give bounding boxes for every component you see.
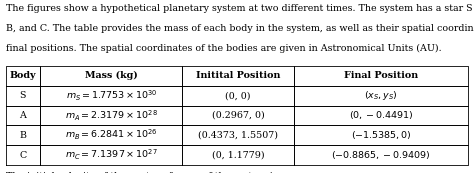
Text: $(0, -0.4491)$: $(0, -0.4491)$ <box>349 110 413 121</box>
Text: $(x_S, y_S)$: $(x_S, y_S)$ <box>364 89 398 102</box>
Text: B, and C. The table provides the mass of each body in the system, as well as the: B, and C. The table provides the mass of… <box>6 24 474 33</box>
Text: (0.2967, 0): (0.2967, 0) <box>212 111 264 120</box>
Text: $(-0.8865, -0.9409)$: $(-0.8865, -0.9409)$ <box>331 149 431 161</box>
Text: The figures show a hypothetical planetary system at two different times. The sys: The figures show a hypothetical planetar… <box>6 4 474 13</box>
Text: $(-1.5385, 0)$: $(-1.5385, 0)$ <box>351 129 411 141</box>
Text: final positions. The spatial coordinates of the bodies are given in Astronomical: final positions. The spatial coordinates… <box>6 44 441 53</box>
Text: (0, 0): (0, 0) <box>226 91 251 100</box>
Text: (0.4373, 1.5507): (0.4373, 1.5507) <box>198 131 278 140</box>
Text: Body: Body <box>10 71 36 80</box>
Text: Initital Position: Initital Position <box>196 71 281 80</box>
Text: Final Position: Final Position <box>344 71 418 80</box>
Text: Mass (kg): Mass (kg) <box>85 71 138 80</box>
Text: $m_C = 7.1397 \times 10^{27}$: $m_C = 7.1397 \times 10^{27}$ <box>65 148 158 162</box>
Text: (0, 1.1779): (0, 1.1779) <box>212 151 264 160</box>
Text: $m_B = 6.2841 \times 10^{26}$: $m_B = 6.2841 \times 10^{26}$ <box>65 128 157 142</box>
Text: $m_A = 2.3179 \times 10^{28}$: $m_A = 2.3179 \times 10^{28}$ <box>65 108 158 122</box>
Text: B: B <box>19 131 27 140</box>
Text: $m_S = 1.7753 \times 10^{30}$: $m_S = 1.7753 \times 10^{30}$ <box>65 89 157 103</box>
Text: C: C <box>19 151 27 160</box>
Text: The initial velocity of the center of mass of the system is zero.: The initial velocity of the center of ma… <box>6 172 304 173</box>
Text: S: S <box>20 91 26 100</box>
Text: A: A <box>19 111 27 120</box>
